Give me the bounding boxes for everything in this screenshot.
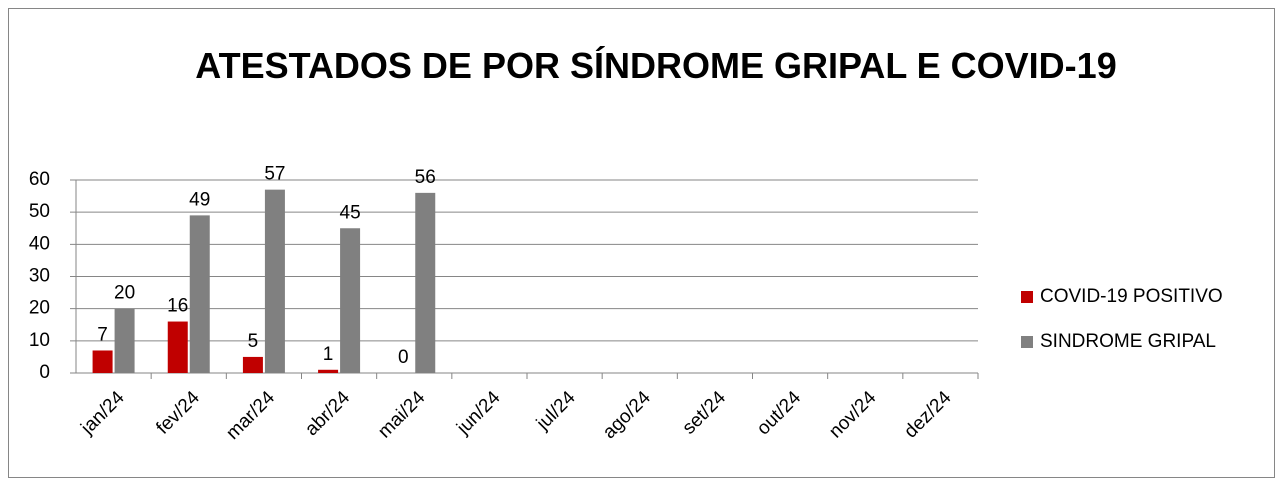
legend-swatch [1021,291,1033,303]
bar [114,308,135,373]
x-tick-label: jan/24 [76,387,128,439]
data-label: 7 [97,324,108,345]
chart-border [8,8,1275,478]
x-tick-label: abr/24 [301,387,354,440]
bar [242,356,263,373]
x-tick-label: mai/24 [374,387,429,442]
data-label: 56 [415,167,436,188]
data-label: 16 [167,296,188,317]
data-label: 5 [248,331,259,352]
legend-swatch [1021,336,1033,348]
data-label: 57 [264,164,285,185]
chart-title: ATESTADOS DE POR SÍNDROME GRIPAL E COVID… [195,45,1117,86]
data-label: 45 [340,202,361,223]
y-tick-label: 60 [29,169,50,190]
y-tick-label: 40 [29,233,50,254]
bar [264,189,285,373]
bar [415,192,436,373]
legend-label: SINDROME GRIPAL [1040,331,1216,352]
x-tick-label: nov/24 [825,387,880,442]
data-label: 0 [398,347,409,368]
data-label: 1 [323,344,334,365]
data-label: 49 [189,189,210,210]
y-tick-label: 10 [29,330,50,351]
x-tick-label: ago/24 [599,387,655,443]
x-tick-label: jul/24 [532,387,580,435]
x-tick-label: fev/24 [152,387,204,439]
x-tick-label: out/24 [753,387,806,440]
bar [167,321,188,373]
x-tick-label: jun/24 [452,387,504,439]
bar [340,228,361,373]
data-label: 20 [114,283,135,304]
y-tick-label: 20 [29,298,50,319]
y-tick-label: 0 [39,362,50,383]
y-tick-label: 30 [29,266,50,287]
bar [189,215,210,373]
legend-label: COVID-19 POSITIVO [1040,286,1223,307]
bar [318,369,339,373]
x-tick-label: set/24 [679,387,731,439]
bar [92,350,113,373]
x-tick-label: dez/24 [900,387,955,442]
x-tick-label: mar/24 [222,387,279,444]
y-tick-label: 50 [29,201,50,222]
